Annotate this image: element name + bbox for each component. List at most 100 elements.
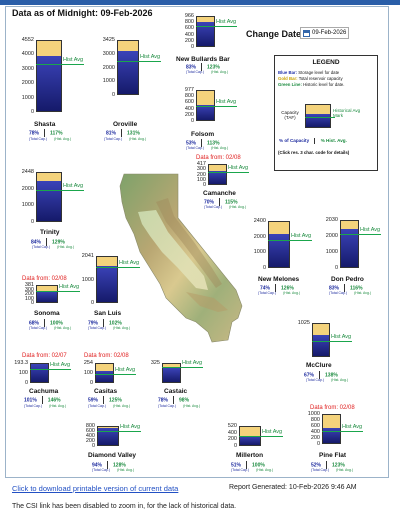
pct-hist-avg: 128% (113, 462, 126, 469)
download-printable-link[interactable]: Click to download printable version of c… (12, 484, 179, 493)
pineflat-name[interactable]: Pine Flat (319, 452, 347, 459)
top-accent-bar (0, 0, 400, 5)
tick-label: 400 (85, 433, 95, 439)
calendar-icon[interactable] (303, 29, 310, 37)
tick-label: 0 (30, 300, 34, 306)
hist-avg-label: Hist Avg (140, 53, 161, 60)
tick-label: 100 (18, 370, 28, 376)
melones-name[interactable]: New Melones (258, 276, 300, 283)
pct-capacity: 84% (31, 239, 42, 246)
castaic-percentages: 78% 98% (158, 396, 189, 404)
tick-label: 100 (24, 295, 34, 302)
castaic-name[interactable]: Castaic (164, 388, 188, 395)
tick-label: 300 (196, 166, 206, 173)
hist-avg-line (268, 240, 312, 242)
camanche-percentages: 70% 115% (204, 198, 238, 206)
tick-label: 200 (310, 435, 320, 441)
california-relief-map (119, 173, 243, 343)
folsom-name[interactable]: Folsom (191, 131, 215, 138)
hist-avg-label: Hist Avg (262, 428, 283, 435)
millerton-captions: (Total Cap.) (Hist. Avg.) (231, 468, 273, 472)
sonoma-storage-bar[interactable] (36, 285, 58, 303)
mcclure-storage-bar[interactable] (312, 323, 330, 357)
tick-label: 0 (190, 118, 194, 124)
tick-label: 4000 (21, 51, 34, 58)
cachuma-storage-bar[interactable] (30, 363, 49, 383)
oroville-name[interactable]: Oroville (113, 121, 138, 128)
millerton-name[interactable]: Millerton (236, 452, 264, 459)
tick-labels: 3425 3000 2000 1000 0 (95, 37, 115, 98)
diamond-name[interactable]: Diamond Valley (88, 452, 137, 459)
tick-label: 2448 (21, 169, 34, 175)
casitas-name[interactable]: Casitas (94, 388, 118, 395)
tick-label: 0 (30, 109, 34, 115)
bullards-storage-bar[interactable] (196, 16, 215, 47)
tick-labels: 520 400 200 0 (216, 423, 237, 449)
pct-hist-avg: 125% (109, 397, 122, 404)
tick-labels: 1000 800 600 400 200 0 (298, 411, 320, 447)
camanche-storage-bar[interactable] (208, 164, 227, 185)
tick-label: 2000 (21, 185, 34, 192)
tick-labels: 4552 4000 3000 2000 1000 0 (10, 37, 34, 115)
cachuma-data-from: Data from: 02/07 (22, 353, 67, 359)
diamond-storage-bar[interactable] (97, 426, 119, 446)
tick-label: 1000 (81, 276, 94, 283)
cachuma-captions: (Total Cap.) (Hist. Avg.) (24, 404, 66, 408)
castaic-storage-bar[interactable] (162, 363, 181, 383)
bullards-name[interactable]: New Bullards Bar (176, 56, 230, 63)
cachuma-name[interactable]: Cachuma (29, 388, 59, 395)
total-cap-caption: (Total Cap.) (231, 468, 250, 472)
total-cap-caption: (Total Cap.) (311, 468, 330, 472)
hist-avg-line (97, 431, 141, 433)
tick-label: 1000 (253, 249, 266, 256)
sonoma-name[interactable]: Sonoma (34, 310, 60, 317)
hist-avg-line (96, 266, 140, 268)
sanluis-storage-bar[interactable] (96, 256, 118, 303)
sanluis-name[interactable]: San Luis (94, 310, 122, 317)
change-date-label: Change Date: (246, 29, 305, 39)
tick-label: 600 (310, 423, 320, 429)
separator (326, 461, 328, 469)
storage-fill (163, 367, 180, 382)
date-picker[interactable]: 09-Feb-2026 (300, 27, 350, 39)
melones-storage-bar[interactable] (268, 221, 290, 268)
trinity-storage-bar[interactable] (36, 172, 62, 222)
tick-label: 600 (85, 428, 95, 434)
hist-avg-label: Hist Avg (216, 99, 237, 106)
storage-fill (197, 21, 214, 46)
shasta-name[interactable]: Shasta (34, 121, 56, 128)
pct-capacity: 68% (29, 320, 40, 327)
trinity-name[interactable]: Trinity (40, 229, 60, 236)
hist-avg-line (36, 189, 84, 191)
tick-label: 0 (202, 182, 206, 188)
oroville-storage-bar[interactable] (117, 40, 139, 95)
hist-avg-label: Hist Avg (216, 19, 237, 26)
legend-example-bar (305, 104, 331, 128)
oroville-percentages: 81% 131% (106, 129, 140, 137)
donpedro-name[interactable]: Don Pedro (331, 276, 364, 283)
hist-avg-label: Hist Avg (119, 259, 140, 266)
separator (173, 396, 175, 404)
legend-gold-bar: Gold Bar: Total reservoir capacity (278, 76, 343, 81)
total-cap-caption: (Total Cap.) (204, 205, 223, 209)
camanche-name[interactable]: Camanche (203, 190, 236, 197)
hist-avg-caption: (Hist. Avg.) (211, 146, 229, 150)
mcclure-name[interactable]: McClure (306, 362, 332, 369)
tick-label: 0 (89, 380, 93, 386)
folsom-storage-bar[interactable] (196, 90, 215, 121)
legend-pct-labels: % of Capacity % Hist. Avg. (279, 138, 347, 144)
tick-label: 0 (190, 44, 194, 50)
pct-hist-avg: 102% (109, 320, 122, 327)
casitas-storage-bar[interactable] (95, 363, 114, 383)
hist-avg-line (36, 290, 80, 292)
tick-labels: 417 300 200 100 0 (186, 161, 206, 188)
shasta-storage-bar[interactable] (36, 40, 62, 112)
total-cap-caption: (Total Cap.) (186, 146, 205, 150)
tick-labels: 254 100 0 (74, 360, 93, 386)
hist-avg-line (239, 435, 283, 437)
pct-hist-avg: 113% (207, 140, 220, 147)
tick-label: 1000 (307, 411, 320, 417)
legend-capacity-label: Capacity (TAF) (281, 110, 299, 120)
pineflat-storage-bar[interactable] (322, 414, 341, 444)
donpedro-storage-bar[interactable] (340, 220, 359, 268)
